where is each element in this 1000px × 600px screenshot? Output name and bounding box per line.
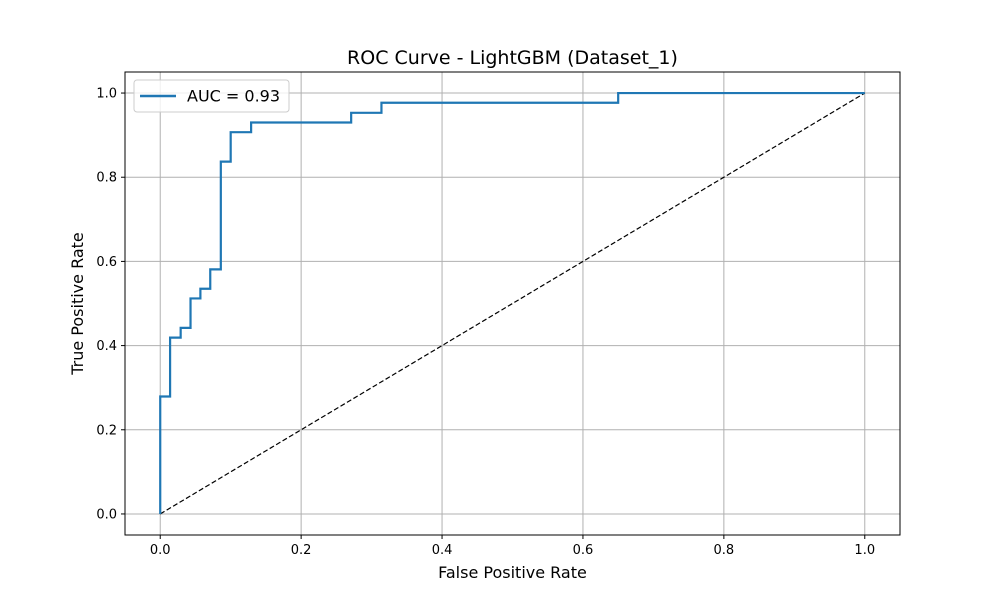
plot-frame — [124, 71, 901, 536]
legend-box — [133, 79, 290, 113]
random-classifier-line — [159, 92, 866, 515]
y-tick-label: 0.0 — [96, 507, 117, 522]
roc-curve-line — [159, 91, 865, 514]
y-tick-label: 0.2 — [96, 423, 117, 438]
chart-title: ROC Curve - LightGBM (Dataset_1) — [347, 47, 678, 69]
x-tick-label: 0.4 — [432, 543, 453, 558]
y-tick-label: 0.8 — [96, 171, 117, 186]
legend-label-auc: AUC = 0.93 — [187, 87, 280, 106]
x-tick-label: 1.0 — [854, 543, 875, 558]
y-tick-label: 0.6 — [96, 255, 117, 270]
series-layer — [159, 91, 866, 515]
y-tick-label: 1.0 — [96, 87, 117, 102]
y-tick-label: 0.4 — [96, 339, 117, 354]
ticks: 0.0 0.2 0.4 0.6 0.8 1.0 0.0 0.2 0.4 0.6 0.8 1.0 — [96, 87, 875, 558]
x-tick-label: 0.2 — [291, 543, 312, 558]
legend: AUC = 0.93 — [133, 79, 290, 113]
x-axis-title: False Positive Rate — [438, 563, 587, 582]
x-tick-label: 0.0 — [150, 543, 171, 558]
x-tick-label: 0.8 — [714, 543, 735, 558]
y-axis-title: True Positive Rate — [68, 232, 87, 376]
grid — [125, 72, 900, 535]
x-tick-label: 0.6 — [573, 543, 594, 558]
